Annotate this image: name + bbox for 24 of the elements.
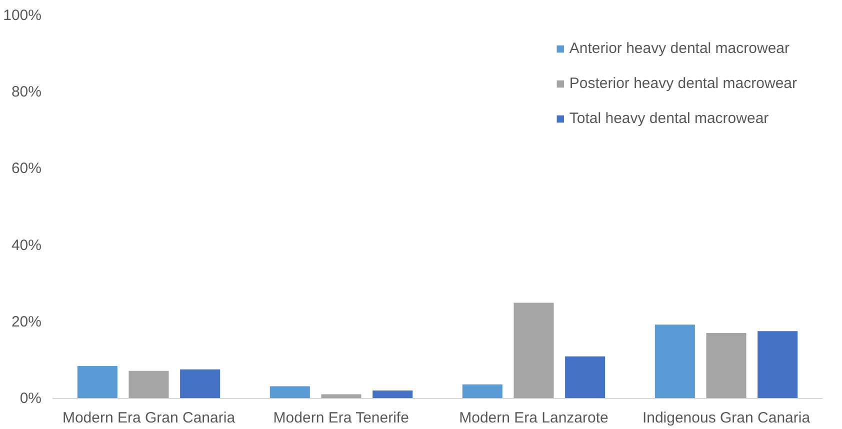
legend-label: Anterior heavy dental macrowear <box>569 40 790 57</box>
x-tick-label: Modern Era Tenerife <box>273 410 409 426</box>
bar <box>128 370 169 398</box>
bar <box>565 356 606 398</box>
x-tick-label: Modern Era Lanzarote <box>459 410 608 426</box>
y-tick-label: 100% <box>3 7 42 24</box>
bar <box>180 369 220 398</box>
bar <box>706 333 746 398</box>
bar <box>372 390 413 398</box>
legend-label: Total heavy dental macrowear <box>569 110 769 127</box>
y-tick-label: 60% <box>11 160 42 178</box>
bar <box>758 331 798 398</box>
bar <box>77 366 118 398</box>
legend-label: Posterior heavy dental macrowear <box>569 75 797 92</box>
bar <box>462 384 502 398</box>
y-tick-label: 20% <box>11 313 42 330</box>
bar <box>270 386 310 398</box>
bar <box>654 324 695 398</box>
x-tick-label: Indigenous Gran Canaria <box>642 410 811 426</box>
y-tick-label: 80% <box>11 84 42 101</box>
y-tick-label: 0% <box>20 390 42 407</box>
bar <box>514 302 554 398</box>
y-tick-label: 40% <box>11 236 42 254</box>
x-tick-label: Modern Era Gran Canaria <box>62 410 236 426</box>
